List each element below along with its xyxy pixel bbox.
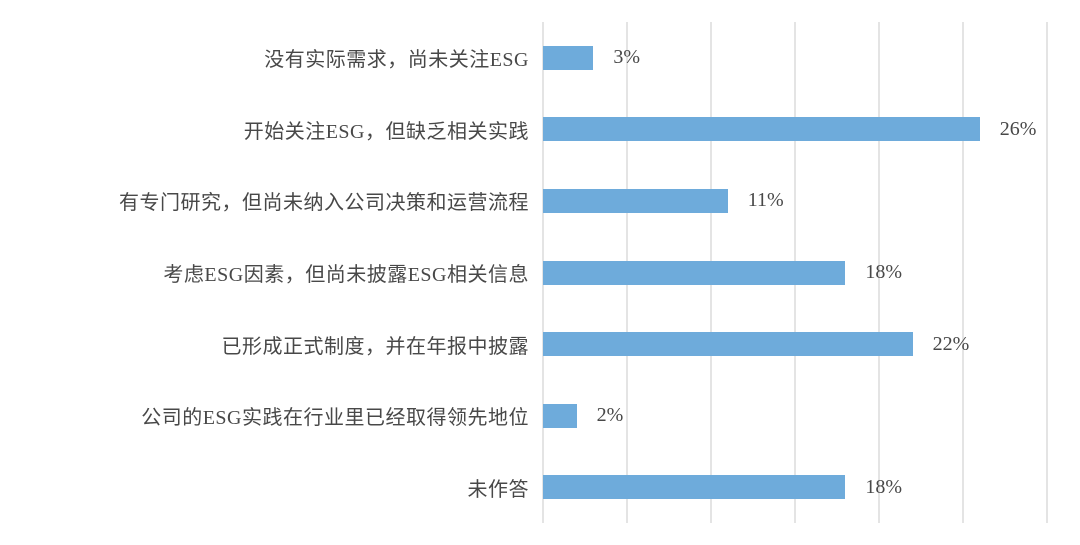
value-label: 22%: [932, 332, 970, 355]
bar: [543, 260, 846, 285]
bar: [543, 45, 594, 70]
bar-track: 18%: [543, 237, 1080, 309]
value-label: 2%: [596, 404, 624, 427]
value-label: 18%: [865, 475, 903, 498]
chart-row: 考虑ESG因素，但尚未披露ESG相关信息 18%: [0, 237, 1080, 309]
category-label: 开始关注ESG，但缺乏相关实践: [243, 120, 529, 143]
chart-row: 有专门研究，但尚未纳入公司决策和运营流程 11%: [0, 165, 1080, 237]
gridline: [878, 22, 880, 523]
bar: [543, 403, 577, 428]
chart-row: 开始关注ESG，但缺乏相关实践 26%: [0, 94, 1080, 166]
value-label: 26%: [999, 117, 1037, 140]
chart-row: 已形成正式制度，并在年报中披露 22%: [0, 308, 1080, 380]
chart-row: 没有实际需求，尚未关注ESG 3%: [0, 22, 1080, 94]
category-label: 未作答: [467, 478, 529, 501]
value-label: 18%: [865, 261, 903, 284]
bar-track: 22%: [543, 308, 1080, 380]
category-label: 没有实际需求，尚未关注ESG: [264, 49, 529, 72]
value-label: 3%: [613, 46, 641, 69]
chart-row: 公司的ESG实践在行业里已经取得领先地位 2%: [0, 380, 1080, 452]
category-label: 已形成正式制度，并在年报中披露: [221, 335, 529, 358]
bar: [543, 188, 728, 213]
bar: [543, 332, 913, 357]
chart-row: 未作答 18%: [0, 451, 1080, 523]
gridline: [962, 22, 964, 523]
bar-track: 2%: [543, 380, 1080, 452]
category-label: 有专门研究，但尚未纳入公司决策和运营流程: [119, 192, 529, 215]
chart-rows: 没有实际需求，尚未关注ESG 3% 开始关注ESG，但缺乏相关实践 26% 有专门研究，…: [0, 22, 1080, 523]
bar: [543, 475, 846, 500]
bar-track: 11%: [543, 165, 1080, 237]
bar-track: 26%: [543, 94, 1080, 166]
category-label: 公司的ESG实践在行业里已经取得领先地位: [141, 407, 529, 430]
category-label: 考虑ESG因素，但尚未披露ESG相关信息: [163, 264, 529, 287]
bar-track: 18%: [543, 451, 1080, 523]
bar: [543, 117, 980, 142]
bar-track: 3%: [543, 22, 1080, 94]
value-label: 11%: [747, 189, 784, 212]
gridline: [1046, 22, 1048, 523]
